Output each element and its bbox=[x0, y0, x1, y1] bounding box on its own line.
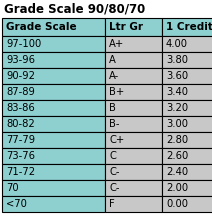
Bar bbox=[162, 164, 212, 180]
Text: B: B bbox=[109, 103, 116, 113]
Text: C+: C+ bbox=[109, 135, 124, 145]
Text: C-: C- bbox=[109, 167, 120, 177]
Text: A+: A+ bbox=[109, 39, 124, 49]
Bar bbox=[105, 116, 162, 132]
Bar bbox=[2, 52, 105, 68]
Text: 87-89: 87-89 bbox=[6, 87, 35, 97]
Bar bbox=[162, 18, 212, 36]
Bar bbox=[105, 164, 162, 180]
Bar bbox=[2, 84, 105, 100]
Text: 1 Credit: 1 Credit bbox=[166, 22, 212, 32]
Bar bbox=[105, 180, 162, 196]
Text: C: C bbox=[109, 151, 116, 161]
Text: 0.00: 0.00 bbox=[166, 199, 188, 209]
Text: 93-96: 93-96 bbox=[6, 55, 35, 65]
Bar bbox=[162, 52, 212, 68]
Bar bbox=[162, 132, 212, 148]
Bar bbox=[2, 164, 105, 180]
Text: 80-82: 80-82 bbox=[6, 119, 35, 129]
Bar bbox=[162, 116, 212, 132]
Text: A: A bbox=[109, 55, 116, 65]
Text: 2.80: 2.80 bbox=[166, 135, 188, 145]
Bar bbox=[105, 148, 162, 164]
Text: Grade Scale: Grade Scale bbox=[6, 22, 77, 32]
Text: 71-72: 71-72 bbox=[6, 167, 35, 177]
Bar bbox=[105, 100, 162, 116]
Text: 3.00: 3.00 bbox=[166, 119, 188, 129]
Bar bbox=[162, 68, 212, 84]
Bar bbox=[162, 180, 212, 196]
Text: 97-100: 97-100 bbox=[6, 39, 41, 49]
Text: 3.60: 3.60 bbox=[166, 71, 188, 81]
Bar bbox=[105, 18, 162, 36]
Text: 83-86: 83-86 bbox=[6, 103, 35, 113]
Text: 77-79: 77-79 bbox=[6, 135, 35, 145]
Bar bbox=[105, 68, 162, 84]
Text: 2.60: 2.60 bbox=[166, 151, 188, 161]
Text: 73-76: 73-76 bbox=[6, 151, 35, 161]
Text: C-: C- bbox=[109, 183, 120, 193]
Bar bbox=[2, 116, 105, 132]
Text: B-: B- bbox=[109, 119, 120, 129]
Bar bbox=[2, 68, 105, 84]
Text: 4.00: 4.00 bbox=[166, 39, 188, 49]
Bar bbox=[105, 52, 162, 68]
Text: Grade Scale 90/80/70: Grade Scale 90/80/70 bbox=[4, 2, 145, 15]
Text: 2.40: 2.40 bbox=[166, 167, 188, 177]
Bar bbox=[162, 36, 212, 52]
Bar bbox=[162, 196, 212, 212]
Bar bbox=[105, 196, 162, 212]
Text: B+: B+ bbox=[109, 87, 124, 97]
Bar bbox=[2, 36, 105, 52]
Bar bbox=[2, 18, 105, 36]
Bar bbox=[2, 196, 105, 212]
Bar bbox=[2, 180, 105, 196]
Text: 2.00: 2.00 bbox=[166, 183, 188, 193]
Bar bbox=[162, 100, 212, 116]
Bar bbox=[105, 84, 162, 100]
Text: 3.20: 3.20 bbox=[166, 103, 188, 113]
Text: Ltr Gr: Ltr Gr bbox=[109, 22, 143, 32]
Bar bbox=[2, 132, 105, 148]
Text: 3.40: 3.40 bbox=[166, 87, 188, 97]
Text: A-: A- bbox=[109, 71, 119, 81]
Text: 70: 70 bbox=[6, 183, 19, 193]
Text: 3.80: 3.80 bbox=[166, 55, 188, 65]
Bar bbox=[162, 148, 212, 164]
Text: 90-92: 90-92 bbox=[6, 71, 35, 81]
Text: <70: <70 bbox=[6, 199, 27, 209]
Bar bbox=[105, 132, 162, 148]
Bar bbox=[105, 36, 162, 52]
Bar bbox=[2, 148, 105, 164]
Bar bbox=[2, 100, 105, 116]
Text: F: F bbox=[109, 199, 115, 209]
Bar bbox=[162, 84, 212, 100]
